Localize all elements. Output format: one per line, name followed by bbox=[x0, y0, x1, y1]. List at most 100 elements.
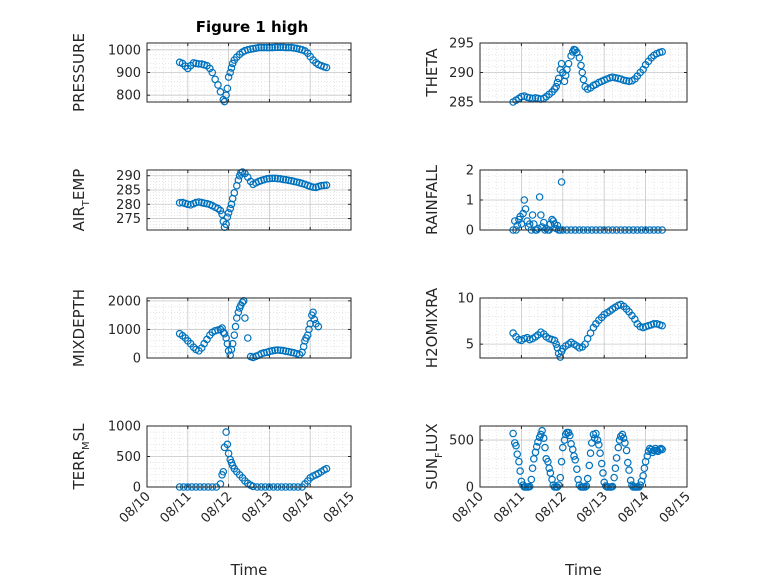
data-point bbox=[241, 314, 249, 322]
data-point bbox=[189, 343, 198, 351]
data-point bbox=[585, 461, 594, 470]
y-tick-label: 2 bbox=[466, 164, 474, 179]
data-point bbox=[271, 174, 279, 183]
data-point bbox=[284, 347, 293, 356]
data-point bbox=[184, 200, 192, 209]
data-point bbox=[581, 82, 589, 91]
data-point bbox=[534, 224, 542, 233]
data-point bbox=[220, 329, 229, 338]
data-point bbox=[292, 44, 301, 53]
data-point bbox=[564, 59, 573, 68]
data-point bbox=[271, 43, 279, 52]
data-point bbox=[577, 61, 585, 70]
data-point bbox=[260, 43, 268, 52]
data-point bbox=[554, 74, 563, 83]
y-tick-label: 0 bbox=[466, 224, 474, 239]
data-point bbox=[306, 319, 315, 328]
data-point bbox=[583, 474, 592, 483]
data-point bbox=[222, 91, 230, 99]
y-tick-label: 1000 bbox=[108, 323, 141, 338]
data-point bbox=[224, 73, 233, 81]
data-point bbox=[553, 344, 562, 352]
data-point bbox=[537, 211, 545, 219]
data-point bbox=[257, 43, 266, 52]
data-point bbox=[516, 467, 524, 475]
data-point bbox=[582, 482, 591, 490]
axes-box bbox=[146, 297, 352, 359]
subplot-1: 800 900 1000 PRESSURE bbox=[70, 33, 352, 112]
data-point bbox=[578, 68, 587, 77]
data-point bbox=[570, 452, 578, 460]
data-point bbox=[539, 434, 548, 443]
data-point bbox=[557, 178, 566, 186]
data-point bbox=[622, 446, 631, 455]
y-tick-label: 1 bbox=[466, 194, 474, 209]
data-point bbox=[310, 315, 319, 324]
y-axis-label: H2OMIXRA bbox=[423, 287, 441, 368]
data-point bbox=[552, 340, 560, 348]
data-point bbox=[276, 43, 285, 52]
subplot-6: 5 10 H2OMIXRA bbox=[423, 287, 688, 368]
data-point bbox=[263, 43, 271, 52]
data-point bbox=[545, 464, 553, 473]
data-point bbox=[276, 175, 285, 183]
data-point bbox=[284, 43, 293, 52]
data-point bbox=[206, 64, 214, 73]
data-point bbox=[226, 68, 235, 77]
data-point bbox=[322, 181, 331, 189]
data-point bbox=[234, 308, 243, 317]
y-tick-label: 285 bbox=[449, 96, 474, 111]
data-point bbox=[657, 444, 665, 453]
data-point bbox=[534, 438, 542, 446]
y-tick-label: 1000 bbox=[108, 43, 141, 58]
data-point bbox=[226, 204, 235, 213]
y-axis-label: MIXDEPTH bbox=[70, 289, 88, 367]
data-point bbox=[528, 211, 537, 219]
data-point bbox=[281, 43, 290, 52]
x-axis-label: Time bbox=[564, 561, 602, 579]
data-point bbox=[586, 449, 595, 458]
y-tick-label: 290 bbox=[116, 169, 141, 184]
data-point bbox=[195, 198, 203, 206]
y-tick-label: 280 bbox=[116, 198, 141, 213]
data-point bbox=[222, 428, 230, 436]
data-point bbox=[208, 68, 217, 77]
y-axis-label: SUNFLUX bbox=[423, 423, 445, 489]
data-point bbox=[626, 476, 635, 485]
data-point bbox=[243, 46, 252, 54]
data-point bbox=[254, 43, 263, 52]
y-tick-label: 0 bbox=[133, 481, 141, 496]
data-point bbox=[279, 43, 288, 52]
data-point bbox=[238, 298, 247, 307]
data-point bbox=[192, 59, 200, 68]
data-point bbox=[223, 84, 232, 93]
data-point bbox=[525, 94, 534, 102]
y-axis-label: AIRTEMP bbox=[70, 169, 92, 232]
data-point bbox=[224, 209, 233, 217]
data-point bbox=[175, 199, 184, 207]
data-point bbox=[276, 346, 285, 355]
data-point bbox=[556, 473, 565, 482]
data-point bbox=[314, 322, 323, 331]
data-point bbox=[268, 174, 277, 183]
y-tick-label: 2000 bbox=[108, 294, 141, 309]
data-point bbox=[263, 175, 271, 183]
y-tick-label: 1000 bbox=[108, 420, 141, 435]
y-tick-label: 10 bbox=[457, 292, 474, 307]
y-axis-label: THETA bbox=[423, 48, 441, 98]
data-point bbox=[219, 328, 228, 337]
data-point bbox=[575, 53, 584, 62]
data-point bbox=[597, 459, 606, 468]
data-point bbox=[571, 455, 580, 464]
data-point bbox=[623, 458, 632, 467]
data-point bbox=[192, 198, 200, 207]
data-point bbox=[612, 454, 621, 462]
data-point bbox=[556, 353, 565, 361]
subplot-5: 0 1000 2000 MIXDEPTH bbox=[70, 289, 352, 367]
data-series bbox=[175, 168, 331, 231]
data-point bbox=[619, 434, 628, 443]
y-tick-label: 0 bbox=[466, 481, 474, 496]
y-tick-label: 275 bbox=[116, 212, 141, 227]
